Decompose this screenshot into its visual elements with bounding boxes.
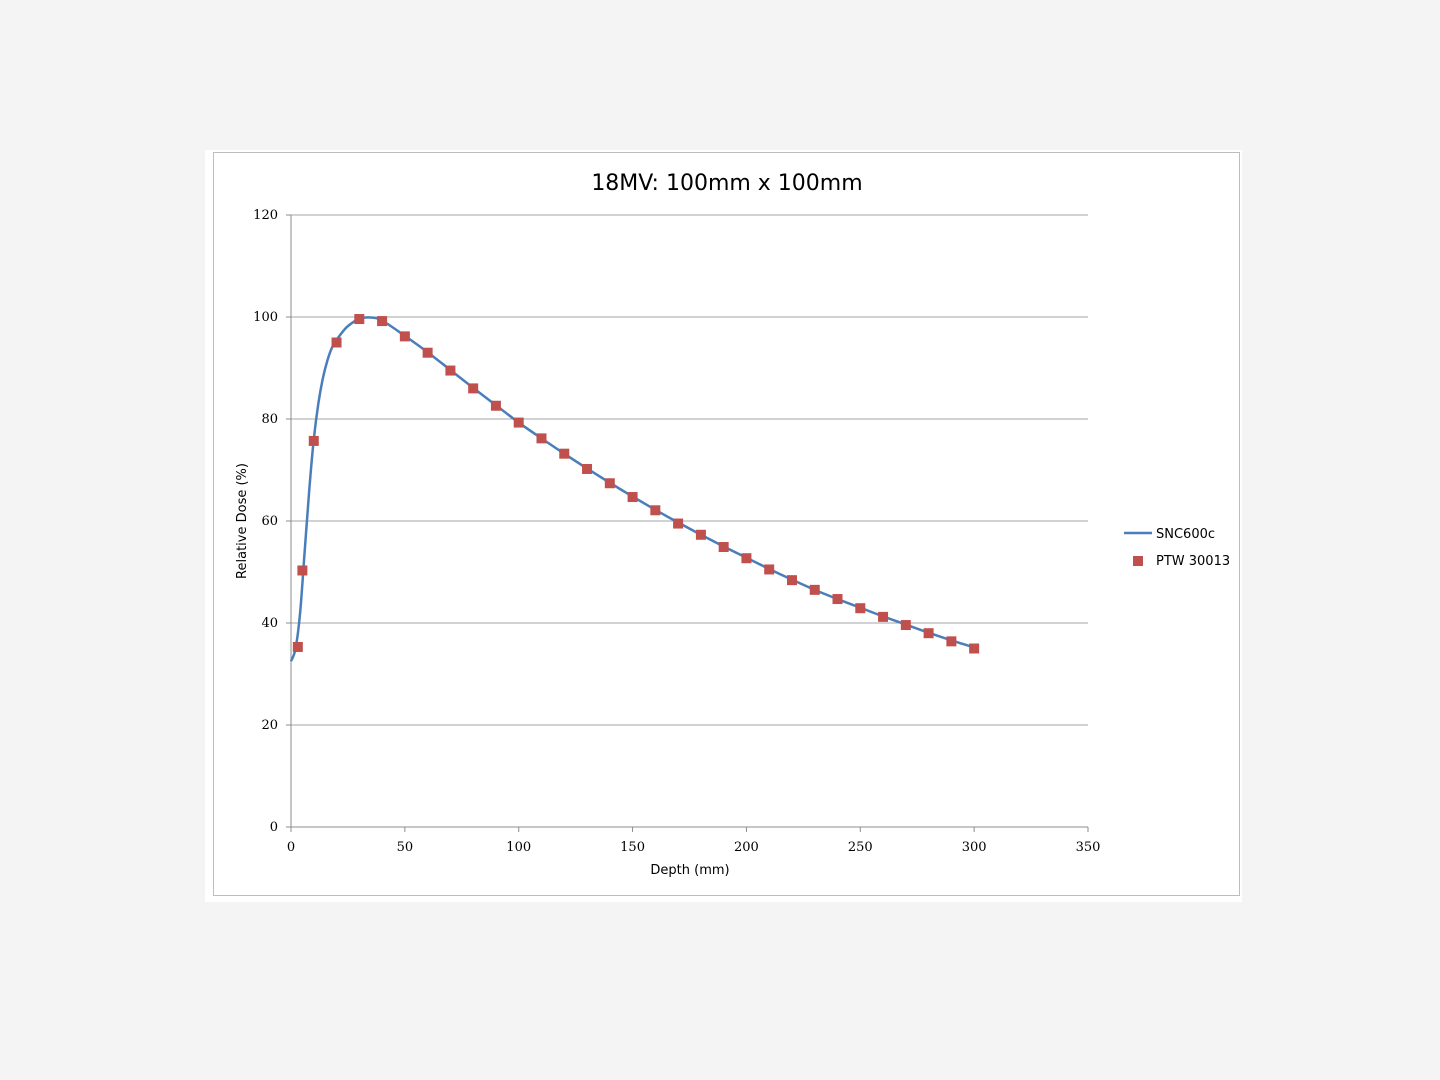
x-tick-label-300: 300 bbox=[962, 840, 987, 855]
legend-swatch-marker bbox=[1133, 556, 1143, 566]
x-tick-label-0: 0 bbox=[287, 840, 295, 855]
data-point-ptw-13 bbox=[559, 448, 570, 459]
data-point-ptw-22 bbox=[764, 564, 775, 575]
x-tick-label-100: 100 bbox=[506, 840, 531, 855]
data-point-ptw-21 bbox=[741, 553, 752, 564]
y-tick-labels: 0 20 40 60 80 100 120 bbox=[253, 208, 278, 835]
legend: SNC600c PTW 30013 bbox=[1124, 527, 1230, 569]
data-point-ptw-26 bbox=[855, 603, 866, 614]
legend-label-marker: PTW 30013 bbox=[1156, 554, 1230, 569]
data-point-ptw-24 bbox=[809, 584, 820, 595]
data-point-ptw-25 bbox=[832, 594, 843, 605]
y-tick-label-120: 120 bbox=[253, 208, 278, 223]
y-tick-label-40: 40 bbox=[261, 616, 278, 631]
data-point-ptw-15 bbox=[604, 478, 615, 489]
data-point-ptw-10 bbox=[490, 400, 501, 411]
chart-title: 18MV: 100mm x 100mm bbox=[591, 171, 862, 196]
y-axis-label: Relative Dose (%) bbox=[235, 463, 250, 579]
chart-area bbox=[213, 152, 1240, 896]
x-tick-label-150: 150 bbox=[620, 840, 645, 855]
data-point-ptw-19 bbox=[695, 529, 706, 540]
data-point-ptw-27 bbox=[878, 611, 889, 622]
data-point-ptw-23 bbox=[786, 575, 797, 586]
x-tick-labels: 0 50 100 150 200 250 300 350 bbox=[287, 840, 1101, 855]
series-points-group bbox=[292, 314, 980, 654]
x-tick-label-200: 200 bbox=[734, 840, 759, 855]
data-point-ptw-16 bbox=[627, 492, 638, 503]
data-point-ptw-1 bbox=[297, 565, 308, 576]
data-point-ptw-8 bbox=[445, 365, 456, 376]
data-point-ptw-3 bbox=[331, 337, 342, 348]
data-point-ptw-0 bbox=[292, 641, 303, 652]
data-point-ptw-14 bbox=[582, 463, 593, 474]
x-axis-label: Depth (mm) bbox=[650, 863, 729, 878]
axes bbox=[286, 214, 1089, 832]
x-tick-label-350: 350 bbox=[1076, 840, 1101, 855]
data-point-ptw-12 bbox=[536, 433, 547, 444]
y-tick-label-80: 80 bbox=[261, 412, 278, 427]
data-point-ptw-31 bbox=[969, 643, 980, 654]
series-line-group bbox=[289, 316, 975, 662]
x-tick-label-250: 250 bbox=[848, 840, 873, 855]
x-tick-label-50: 50 bbox=[397, 840, 414, 855]
data-point-ptw-18 bbox=[673, 518, 684, 529]
data-point-ptw-11 bbox=[513, 417, 524, 428]
data-point-ptw-17 bbox=[650, 505, 661, 516]
data-point-ptw-20 bbox=[718, 542, 729, 553]
series-line-snc600c bbox=[289, 316, 975, 662]
data-point-ptw-28 bbox=[900, 620, 911, 631]
legend-label-line: SNC600c bbox=[1156, 527, 1215, 542]
data-point-ptw-7 bbox=[422, 347, 433, 358]
y-tick-label-100: 100 bbox=[253, 310, 278, 325]
data-point-ptw-6 bbox=[399, 331, 410, 342]
data-point-ptw-4 bbox=[354, 314, 365, 325]
data-point-ptw-2 bbox=[308, 435, 319, 446]
data-point-ptw-29 bbox=[923, 628, 934, 639]
y-tick-label-20: 20 bbox=[261, 718, 278, 733]
y-tick-label-0: 0 bbox=[270, 820, 278, 835]
data-point-ptw-9 bbox=[468, 383, 479, 394]
y-tick-label-60: 60 bbox=[261, 514, 278, 529]
data-point-ptw-5 bbox=[377, 316, 388, 327]
data-point-ptw-30 bbox=[946, 636, 957, 647]
grid-lines bbox=[291, 214, 1088, 726]
